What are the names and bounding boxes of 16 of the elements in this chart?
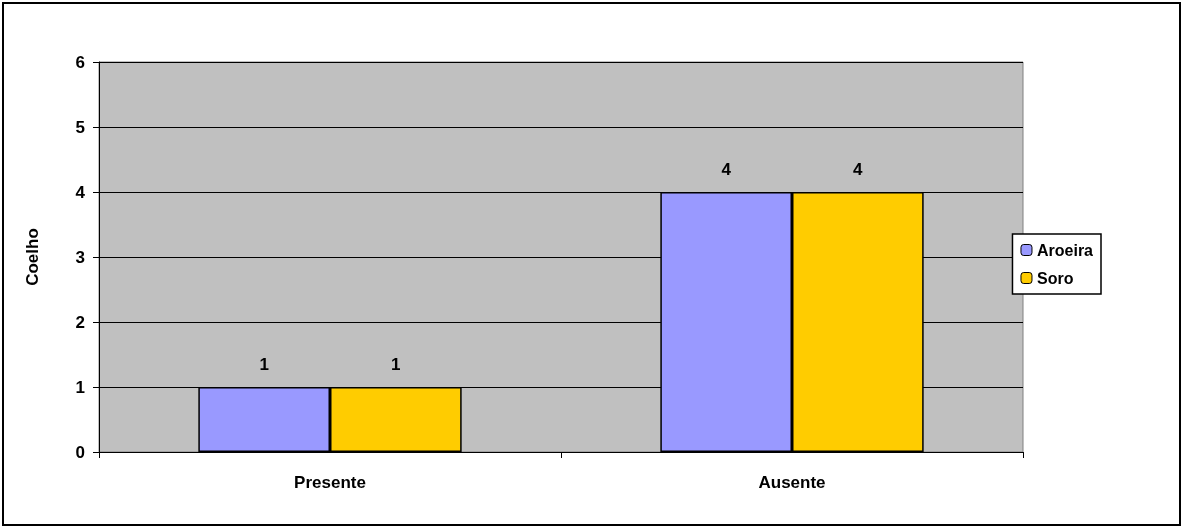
y-tick-label: 6 xyxy=(75,52,85,72)
legend-label: Aroeira xyxy=(1036,241,1094,259)
legend-label: Soro xyxy=(1036,269,1074,287)
y-axis-title: Coelho xyxy=(23,228,42,286)
data-label: 4 xyxy=(853,160,864,179)
y-tick-label: 2 xyxy=(75,312,85,332)
y-tick-label: 4 xyxy=(75,182,86,202)
data-label: 4 xyxy=(721,160,732,179)
x-tick-label: Presente xyxy=(294,473,366,492)
y-tick-label: 5 xyxy=(75,117,85,137)
y-tick-label: 1 xyxy=(75,377,85,397)
y-tick-label: 0 xyxy=(75,442,85,462)
data-label: 1 xyxy=(259,355,269,374)
y-tick-label: 3 xyxy=(75,247,85,267)
x-tick-label: Ausente xyxy=(758,473,826,492)
data-label: 1 xyxy=(391,355,401,374)
